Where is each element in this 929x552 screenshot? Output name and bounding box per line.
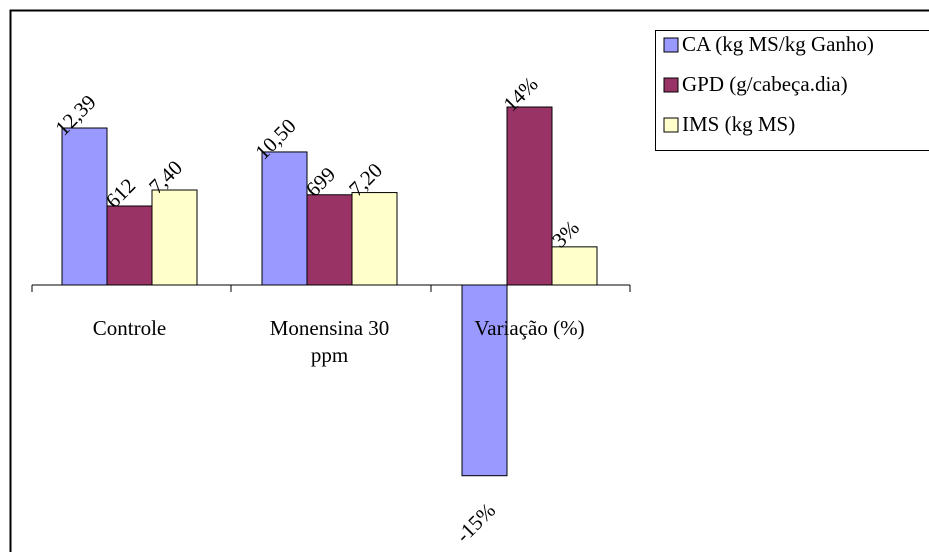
bar-gpd-g-cabeca-dia-variacao [506,106,553,286]
legend-label-gpd-g-cabeca-dia: GPD (g/cabeça.dia) [682,72,848,96]
bar-ims-kg-ms-variacao [551,246,598,286]
legend-box [655,30,929,151]
bar-ca-kg-ms-kg-ganho-monensina-30-ppm [261,151,308,286]
legend: CA (kg MS/kg Ganho) GPD (g/cabeça.dia) IMS… [655,30,929,151]
category-label-variacao: Variação (%) [474,316,584,340]
bar-ims-kg-ms-controle [151,189,198,286]
bar-ca-kg-ms-kg-ganho-controle [61,127,108,286]
legend-swatch-ca-kg-ms-kg-ganho [663,37,679,53]
bar-gpd-g-cabeca-dia-monensina-30-ppm [306,194,353,286]
category-label-monensina-30-ppm: Monensina 30 ppm [270,316,390,367]
legend-swatch-ims-kg-ms [663,117,679,133]
bar-ims-kg-ms-monensina-30-ppm [351,192,398,286]
legend-label-ca-kg-ms-kg-ganho: CA (kg MS/kg Ganho) [682,32,874,56]
legend-label-ims-kg-ms: IMS (kg MS) [682,112,795,136]
legend-swatch-gpd-g-cabeca-dia [663,77,679,93]
bar-ca-kg-ms-kg-ganho-variacao [461,284,508,477]
bar-gpd-g-cabeca-dia-controle [106,205,153,286]
category-label-controle: Controle [93,316,167,340]
